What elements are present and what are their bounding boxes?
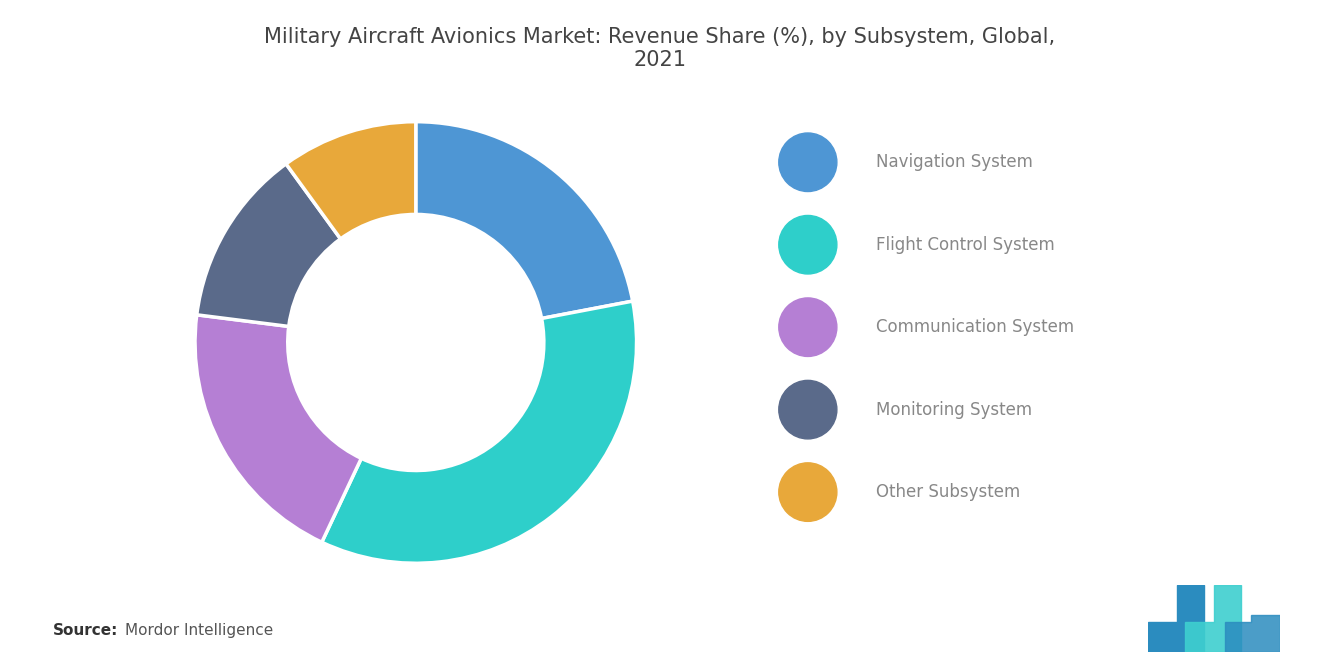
Circle shape (779, 463, 837, 521)
Wedge shape (197, 164, 341, 327)
Circle shape (779, 215, 837, 274)
Text: Source:: Source: (53, 623, 119, 638)
Text: Communication System: Communication System (876, 318, 1074, 336)
Wedge shape (322, 301, 636, 563)
Text: Mordor Intelligence: Mordor Intelligence (125, 623, 273, 638)
Circle shape (779, 380, 837, 439)
Polygon shape (1225, 615, 1280, 652)
Circle shape (779, 133, 837, 192)
Text: Monitoring System: Monitoring System (876, 400, 1032, 419)
Wedge shape (286, 122, 416, 239)
Polygon shape (1148, 585, 1204, 652)
Text: Other Subsystem: Other Subsystem (876, 483, 1020, 501)
Polygon shape (1185, 585, 1241, 652)
Text: Navigation System: Navigation System (876, 153, 1034, 172)
Circle shape (779, 298, 837, 356)
Text: Flight Control System: Flight Control System (876, 235, 1055, 254)
Text: Military Aircraft Avionics Market: Revenue Share (%), by Subsystem, Global,
2021: Military Aircraft Avionics Market: Reven… (264, 27, 1056, 70)
Wedge shape (416, 122, 632, 319)
Wedge shape (195, 315, 362, 542)
